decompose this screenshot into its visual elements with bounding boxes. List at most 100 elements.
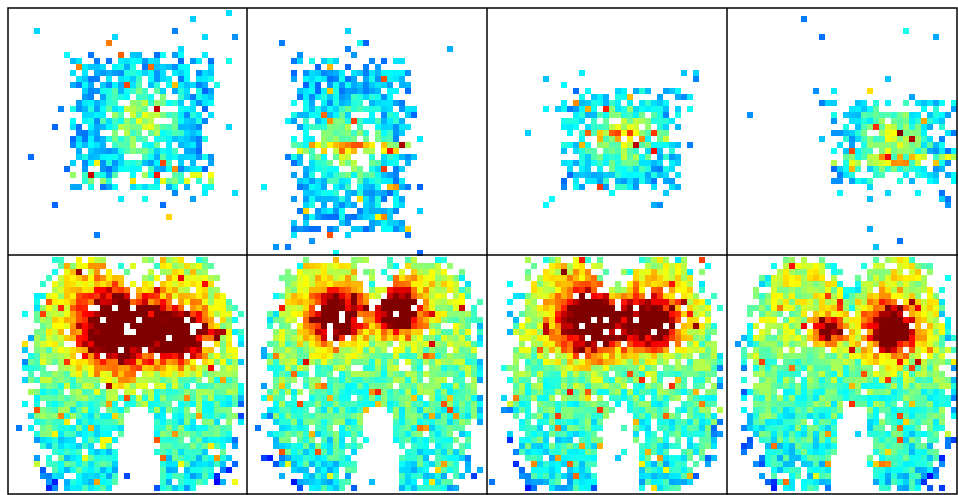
pixel [453,281,459,287]
pixel [297,365,303,371]
pixel [172,305,178,311]
pixel [921,136,927,142]
pixel [663,479,669,485]
pixel [369,154,375,160]
pixel [190,311,196,317]
pixel [297,335,303,341]
pixel [603,184,609,190]
pixel [220,353,226,359]
pixel [196,461,202,467]
pixel [88,347,94,353]
pixel [196,305,202,311]
pixel [208,160,214,166]
pixel [184,359,190,365]
pixel [178,281,184,287]
pixel [405,323,411,329]
pixel [393,359,399,365]
pixel [573,365,579,371]
pixel [130,401,136,407]
pixel [106,148,112,154]
pixel [459,335,465,341]
pixel [567,293,573,299]
pixel [321,293,327,299]
pixel [393,263,399,269]
pixel [196,407,202,413]
pixel [345,118,351,124]
pixel [531,263,537,269]
pixel [639,425,645,431]
pixel [531,431,537,437]
pixel [208,365,214,371]
pixel [459,407,465,413]
pixel [417,353,423,359]
pixel [645,431,651,437]
pixel [202,443,208,449]
pixel [627,341,633,347]
pixel [747,335,753,341]
pixel [303,365,309,371]
pixel [639,335,645,341]
pixel [639,142,645,148]
pixel [70,323,76,329]
pixel [837,166,843,172]
pixel [465,431,471,437]
pixel [411,413,417,419]
pixel [813,329,819,335]
pixel [519,425,525,431]
pixel [118,431,124,437]
pixel [118,329,124,335]
pixel [70,467,76,473]
pixel [148,269,154,275]
pixel [22,365,28,371]
pixel [423,281,429,287]
pixel [351,443,357,449]
pixel [411,461,417,467]
pixel [273,401,279,407]
pixel [393,220,399,226]
pixel [178,293,184,299]
pixel [118,64,124,70]
pixel [279,347,285,353]
pixel [369,208,375,214]
pixel [405,383,411,389]
pixel [537,377,543,383]
pixel [118,341,124,347]
pixel [333,293,339,299]
pixel [279,461,285,467]
pixel [178,58,184,64]
pixel [214,341,220,347]
pixel [303,184,309,190]
pixel [285,305,291,311]
pixel [855,305,861,311]
pixel [178,443,184,449]
pixel [357,341,363,347]
pixel [555,106,561,112]
pixel [651,443,657,449]
pixel [297,449,303,455]
pixel [699,371,705,377]
pixel [46,341,52,347]
pixel [903,136,909,142]
pixel [753,335,759,341]
pixel [393,371,399,377]
pixel [933,305,939,311]
pixel [303,275,309,281]
pixel [291,335,297,341]
pixel [64,311,70,317]
pixel [315,449,321,455]
pixel [381,353,387,359]
pixel [615,94,621,100]
pixel [645,461,651,467]
pixel [561,178,567,184]
pixel [849,166,855,172]
pixel [819,281,825,287]
pixel [939,196,945,202]
pixel [759,275,765,281]
pixel [393,353,399,359]
pixel [615,148,621,154]
pixel [130,377,136,383]
pixel [411,299,417,305]
pixel [579,473,585,479]
pixel [208,473,214,479]
pixel [879,148,885,154]
